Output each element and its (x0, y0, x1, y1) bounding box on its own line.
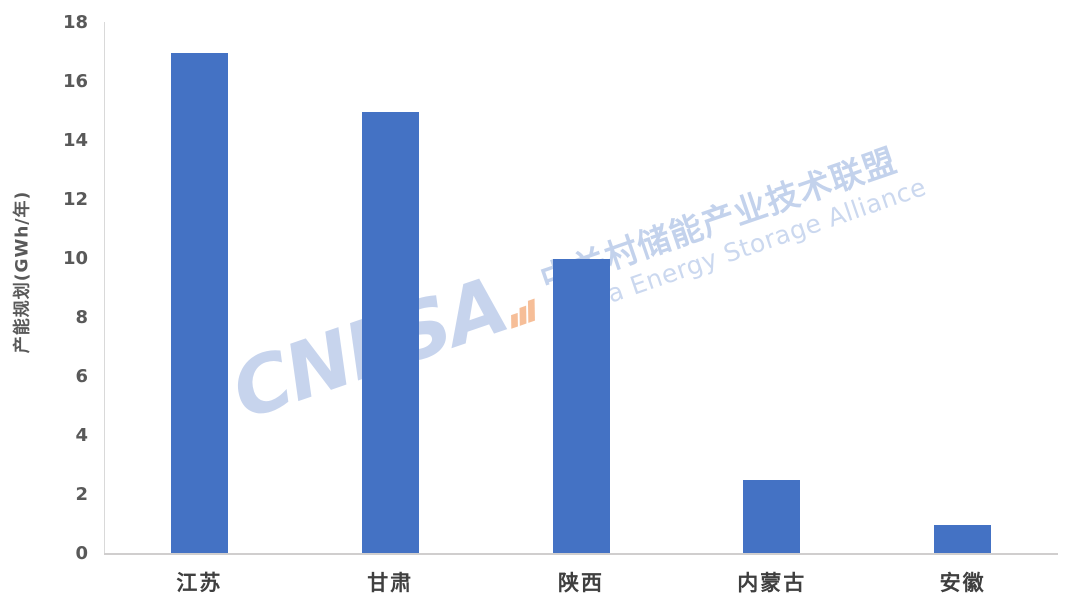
bar-0 (170, 52, 228, 554)
x-category-label-3: 内蒙古 (737, 571, 807, 595)
y-tick-label-16: 16 (62, 71, 88, 92)
bar-2 (552, 259, 610, 554)
x-category-label-0: 江苏 (176, 571, 223, 595)
y-tick-label-4: 4 (75, 425, 88, 446)
y-axis-line (104, 22, 105, 554)
y-tick-label-6: 6 (75, 366, 88, 387)
y-tick-label-8: 8 (75, 307, 88, 328)
y-tick-label-10: 10 (62, 248, 88, 269)
bar-1 (361, 111, 419, 554)
y-tick-label-0: 0 (75, 543, 88, 564)
y-tick-label-18: 18 (62, 12, 88, 33)
bar-3 (743, 480, 801, 554)
x-category-label-4: 安徽 (939, 571, 986, 595)
x-category-label-2: 陕西 (558, 571, 604, 595)
y-axis-title: 产能规划(GWh/年) (12, 190, 33, 354)
y-tick-label-12: 12 (62, 189, 88, 210)
signal-bars-icon (500, 293, 549, 338)
x-axis-line (104, 553, 1058, 555)
bar-4 (934, 524, 992, 554)
y-tick-label-14: 14 (62, 130, 88, 151)
y-tick-label-2: 2 (75, 484, 88, 505)
x-category-label-1: 甘肃 (367, 571, 414, 595)
